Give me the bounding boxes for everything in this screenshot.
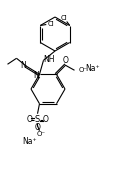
Text: N: N [21,61,26,70]
Text: N: N [34,71,39,80]
Text: O: O [27,115,32,124]
Text: O: O [43,115,48,124]
Text: Na⁺: Na⁺ [22,137,37,146]
Text: Cl: Cl [48,20,55,26]
Text: Cl: Cl [60,15,67,22]
Text: O⁻: O⁻ [37,131,46,137]
Text: O: O [35,123,40,132]
Text: O: O [63,56,68,65]
Text: Na⁺: Na⁺ [85,64,100,73]
Text: S: S [35,115,40,124]
Text: O⁻: O⁻ [78,67,88,73]
Text: NH: NH [44,55,55,64]
